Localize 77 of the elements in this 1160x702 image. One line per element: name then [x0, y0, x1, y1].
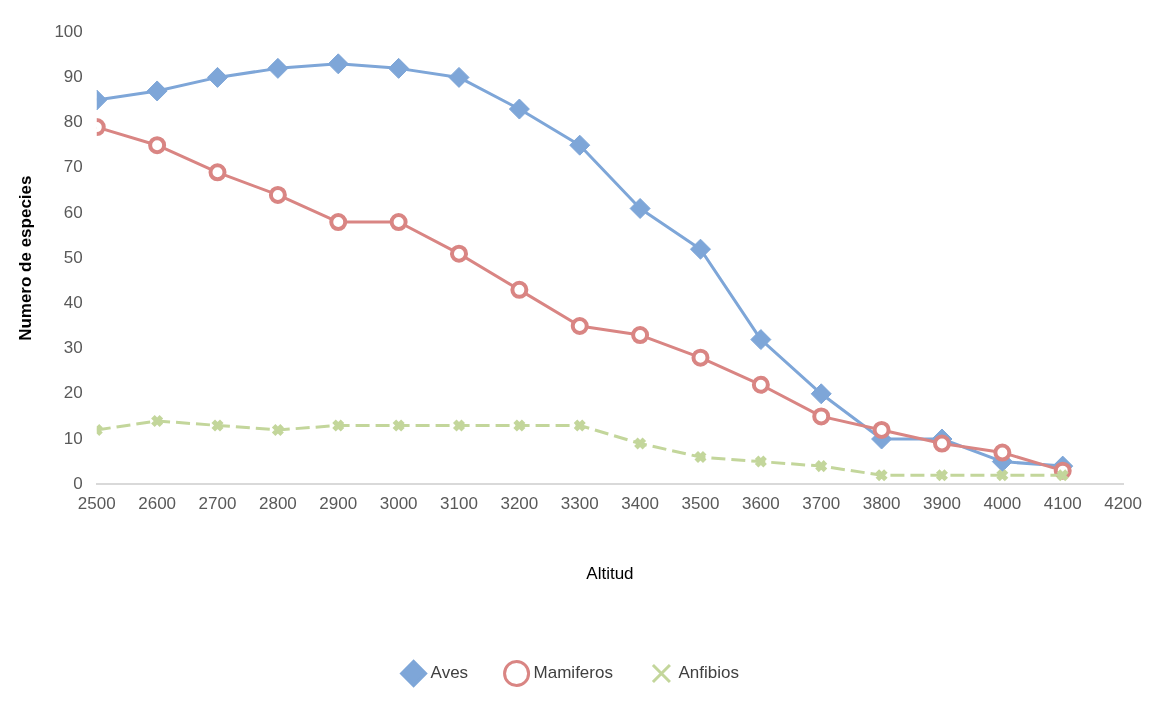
point: [510, 280, 529, 299]
point: [148, 136, 167, 155]
point: [689, 238, 711, 260]
legend-label: Anfibios: [678, 663, 739, 683]
point: [389, 213, 408, 232]
point: [631, 326, 650, 345]
x-tick-label: 4100: [1043, 494, 1082, 514]
point: [268, 185, 287, 204]
point: [691, 348, 710, 367]
point: [1055, 468, 1070, 482]
point: [150, 414, 164, 428]
x-tick-label: 3100: [440, 494, 478, 514]
point: [271, 423, 285, 437]
x-tick-label: 3900: [923, 494, 961, 514]
x-axis-title: Altitud: [586, 564, 634, 584]
y-tick-label: 10: [63, 428, 83, 448]
point: [452, 418, 466, 433]
x-tick-label: 3700: [802, 494, 841, 514]
point: [812, 407, 831, 426]
y-tick-label: 60: [63, 202, 83, 222]
legend-label: Mamiferos: [533, 663, 613, 683]
point: [750, 329, 772, 351]
point: [388, 57, 410, 79]
point: [993, 443, 1012, 462]
point: [329, 213, 348, 232]
y-tick-label: 90: [63, 67, 83, 87]
y-axis-title: Numero de especies: [15, 175, 35, 341]
x-tick-label: 2800: [258, 494, 297, 514]
point: [448, 66, 470, 88]
point: [872, 420, 891, 439]
point: [569, 134, 591, 156]
point: [146, 80, 168, 102]
x-tick-label: 2600: [138, 494, 177, 514]
point: [327, 53, 349, 75]
point: [935, 468, 949, 482]
point: [267, 57, 289, 79]
x-tick-label: 3800: [862, 494, 901, 514]
y-tick-label: 100: [54, 21, 83, 41]
point: [210, 418, 225, 433]
point: [810, 383, 832, 405]
point: [633, 436, 647, 451]
point: [512, 418, 527, 433]
y-tick-label: 30: [63, 338, 83, 358]
point: [751, 375, 770, 394]
y-tick-label: 50: [63, 247, 83, 267]
point: [508, 98, 530, 120]
point: [331, 418, 345, 433]
legend-label: Aves: [430, 663, 469, 683]
y-tick-label: 20: [63, 383, 83, 403]
point: [874, 468, 889, 482]
x-tick-label: 2500: [77, 494, 116, 514]
point: [573, 418, 587, 433]
point: [450, 244, 468, 263]
point: [570, 317, 589, 335]
point: [995, 468, 1010, 482]
x-tick-label: 3600: [741, 494, 780, 514]
x-tick-label: 3200: [500, 494, 539, 514]
point: [391, 418, 406, 433]
point: [208, 163, 227, 182]
x-tick-label: 3300: [560, 494, 599, 514]
x-tick-label: 4000: [983, 494, 1022, 514]
x-tick-label: 2700: [198, 494, 237, 514]
y-tick-label: 0: [73, 473, 83, 493]
point: [754, 454, 768, 469]
x-tick-label: 4200: [1104, 494, 1142, 514]
point: [932, 434, 951, 453]
point: [207, 66, 229, 88]
x-tick-label: 3500: [681, 494, 720, 514]
point: [814, 459, 828, 473]
point: [629, 197, 651, 219]
x-tick-label: 3400: [621, 494, 660, 514]
x-tick-label: 2900: [319, 494, 358, 514]
point: [693, 450, 708, 464]
x-tick-label: 3000: [379, 494, 418, 514]
y-tick-label: 70: [63, 157, 83, 177]
y-tick-label: 40: [63, 293, 83, 313]
y-tick-label: 80: [63, 112, 83, 132]
